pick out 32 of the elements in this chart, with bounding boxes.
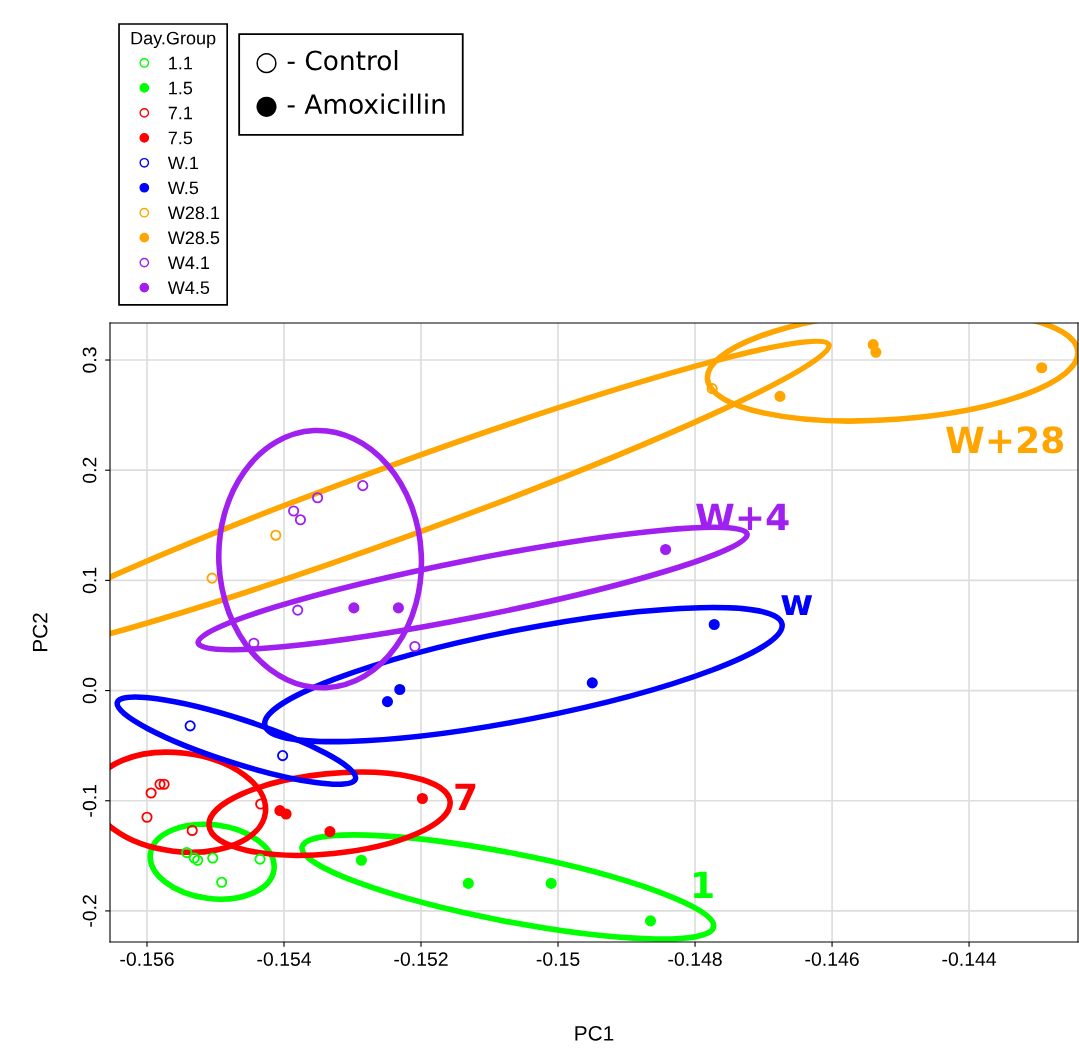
x-tick-label: -0.152 [394, 952, 448, 966]
y-tick-label: -0.1 [82, 784, 97, 817]
annotation: 7 [455, 783, 476, 810]
legend-label: W28.1 [167, 206, 220, 220]
legend-label: W.5 [167, 181, 199, 195]
legend-label: W4.5 [167, 281, 210, 295]
x-tick-label: -0.146 [805, 952, 859, 966]
x-tick-label: -0.156 [120, 952, 174, 966]
legend-label: 7.5 [168, 131, 193, 145]
y-tick-label: 0.1 [82, 567, 97, 594]
legend-label: W4.1 [167, 256, 210, 269]
x-tick-label: -0.144 [942, 952, 997, 966]
y-tick-label: 0.0 [82, 677, 97, 704]
text: ● - Amoxicillin [256, 93, 445, 117]
y-tick-label: 0.3 [82, 347, 97, 373]
legend-label: 1.1 [169, 56, 192, 70]
annotation: W+28 [946, 426, 1064, 454]
annotation: 1 [694, 871, 713, 898]
legend-label: W28.5 [167, 231, 220, 245]
legend-label: 7.1 [168, 106, 192, 120]
y-axis-title: PC2 [32, 613, 48, 652]
legend-label: W.1 [167, 156, 198, 170]
y-tick-label: -0.2 [82, 895, 97, 927]
x-axis-title: PC1 [575, 1025, 614, 1041]
text: ○ - Control [256, 50, 398, 74]
annotation: w [781, 595, 813, 615]
x-tick-label: -0.15 [536, 952, 580, 966]
legend-label: 1.5 [169, 81, 193, 95]
x-tick-label: -0.148 [668, 952, 722, 966]
x-tick-label: -0.154 [257, 952, 312, 966]
legend-title: Day.Group [131, 31, 216, 49]
y-tick-label: 0.2 [82, 457, 97, 483]
